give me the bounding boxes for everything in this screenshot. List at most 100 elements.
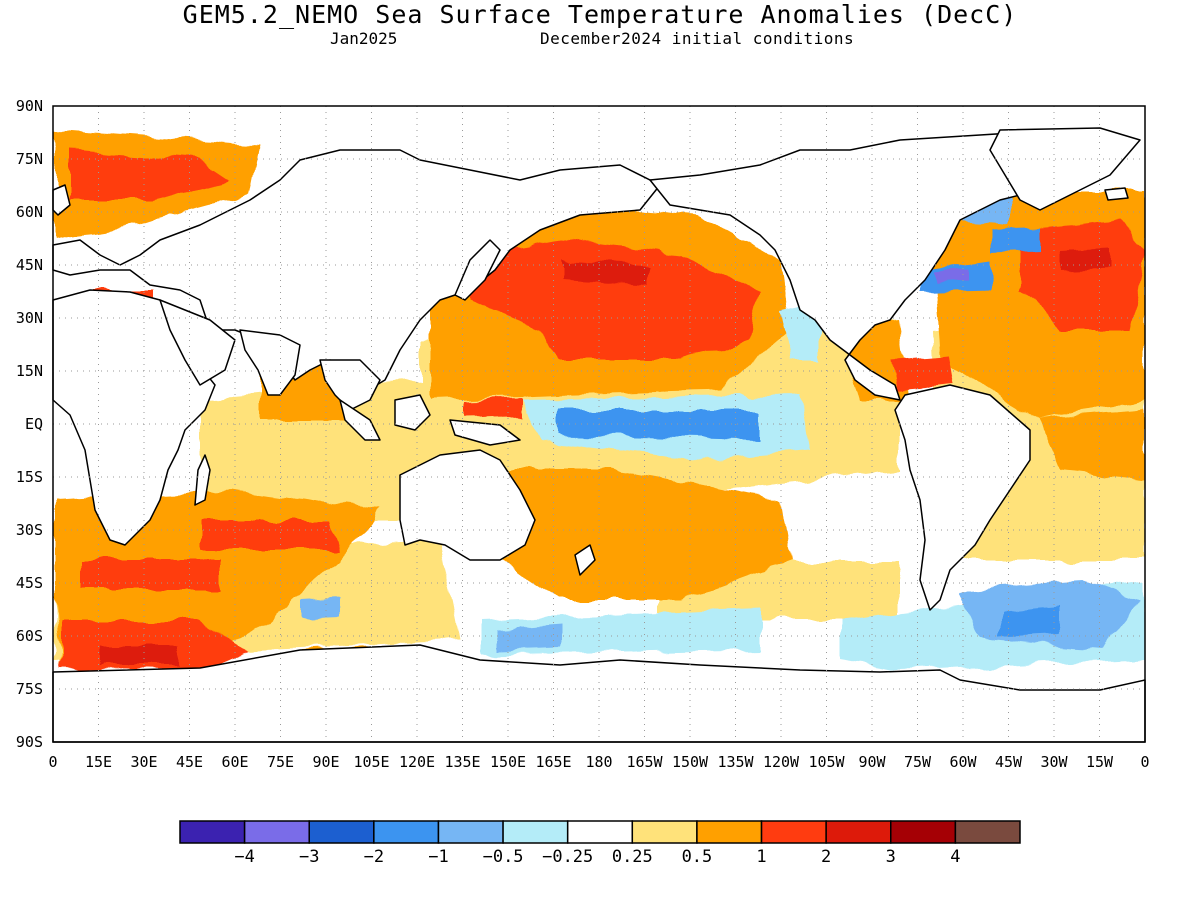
- lat-label: 90S: [16, 733, 43, 751]
- anomaly-region: [100, 645, 180, 665]
- map-frame: [52, 105, 1146, 743]
- colorbar-swatch: [760, 820, 827, 844]
- colorbar-label: −3: [299, 847, 319, 867]
- lat-label: 30N: [16, 309, 43, 327]
- lon-label: 30W: [1040, 753, 1068, 771]
- lon-label: 60W: [949, 753, 977, 771]
- colorbar-label: −2: [364, 847, 384, 867]
- map-grid: [53, 106, 1145, 742]
- lon-label: 150E: [490, 753, 526, 771]
- lat-label: 30S: [16, 521, 43, 539]
- land-indochina: [319, 359, 381, 411]
- lon-label: 180: [585, 753, 612, 771]
- anomaly-region: [80, 560, 220, 590]
- land-new-zealand: [574, 544, 596, 576]
- lat-label: 15N: [16, 362, 43, 380]
- anomaly-region: [935, 268, 970, 284]
- land-borneo: [394, 394, 431, 431]
- land-australia: [399, 449, 536, 561]
- lat-label: 45S: [16, 574, 43, 592]
- lon-label: 0: [48, 753, 57, 771]
- colorbar-swatch: [825, 820, 892, 844]
- colorbar-swatch: [890, 820, 957, 844]
- lon-label: 120W: [763, 753, 800, 771]
- chart-subtitle-month: Jan2025: [330, 29, 398, 48]
- anomaly-region: [560, 260, 650, 285]
- colorbar-label: 3: [886, 847, 896, 867]
- lon-label: 90E: [312, 753, 339, 771]
- anomaly-region: [1040, 410, 1145, 480]
- land-japan: [454, 239, 501, 301]
- colorbar-swatch: [954, 820, 1021, 844]
- colorbar-label: 4: [950, 847, 960, 867]
- lat-label: 60S: [16, 627, 43, 645]
- lat-axis: 90N 75N 60N 45N 30N 15N EQ 15S 30S 45S 6…: [16, 97, 43, 751]
- colorbar-label: −1: [428, 847, 448, 867]
- anomaly-region: [500, 470, 790, 600]
- lat-label: 15S: [16, 468, 43, 486]
- anomaly-region: [465, 398, 520, 417]
- chart-subtitle-init: December2024 initial conditions: [540, 29, 855, 48]
- chart-title: GEM5.2_NEMO Sea Surface Temperature Anom…: [182, 0, 1018, 29]
- lon-label: 15W: [1086, 753, 1114, 771]
- lon-label: 45W: [995, 753, 1023, 771]
- land-arabia: [159, 299, 236, 386]
- lon-label: 105W: [808, 753, 845, 771]
- lat-label: 60N: [16, 203, 43, 221]
- anomaly-region: [560, 410, 760, 440]
- anomaly-region: [470, 240, 760, 360]
- anomaly-region: [300, 598, 340, 617]
- colorbar-swatch: [437, 820, 504, 844]
- colorbar-swatch: [631, 820, 698, 844]
- lon-label: 105E: [353, 753, 389, 771]
- anomaly-region: [990, 228, 1040, 252]
- lon-label: 30E: [130, 753, 157, 771]
- land-madagascar: [194, 454, 211, 506]
- land-sumatra: [339, 399, 381, 441]
- lon-label: 75E: [267, 753, 294, 771]
- colorbar-label: −0.25: [542, 847, 593, 867]
- lon-label: 135E: [444, 753, 480, 771]
- colorbar-label: 0.25: [612, 847, 653, 867]
- lon-axis: 0 15E 30E 45E 60E 75E 90E 105E 120E 135E…: [48, 753, 1149, 771]
- lat-label: 90N: [16, 97, 43, 115]
- colorbar-label: −0.5: [483, 847, 524, 867]
- lon-label: 15E: [85, 753, 112, 771]
- lat-label: 75N: [16, 150, 43, 168]
- colorbar-label: 2: [821, 847, 831, 867]
- lon-label: 75W: [904, 753, 932, 771]
- colorbar-swatch: [308, 820, 375, 844]
- land-iceland: [1104, 187, 1129, 201]
- lon-label: 90W: [858, 753, 886, 771]
- lat-label: 75S: [16, 680, 43, 698]
- lon-label: 0: [1140, 753, 1149, 771]
- colorbar-swatch: [696, 820, 763, 844]
- lat-label: EQ: [25, 415, 43, 433]
- colorbar-swatch: [373, 820, 440, 844]
- lon-label: 165W: [626, 753, 663, 771]
- lon-label: 120E: [399, 753, 435, 771]
- land-india: [239, 329, 301, 396]
- colorbar-swatch: [566, 820, 634, 844]
- lon-label: 60E: [221, 753, 248, 771]
- land-greenland: [989, 127, 1141, 211]
- colorbar-swatch: [243, 820, 310, 844]
- anomaly-region: [70, 150, 230, 200]
- lon-label: 150W: [672, 753, 709, 771]
- anomaly-region: [1020, 220, 1145, 330]
- anomaly-region: [200, 520, 340, 550]
- colorbar-swatch: [502, 820, 569, 844]
- anomaly-region: [500, 625, 560, 650]
- colorbar-label: 1: [756, 847, 766, 867]
- colorbar: −4 −3 −2 −1 −0.5 −0.25 0.25 0.5 1 2 3 4: [179, 820, 1021, 867]
- anomaly-region: [890, 355, 955, 390]
- lon-label: 135W: [717, 753, 754, 771]
- lon-label: 165E: [535, 753, 571, 771]
- colorbar-swatch: [179, 820, 246, 844]
- land-eurasia: [52, 149, 661, 396]
- colorbar-label: 0.5: [682, 847, 713, 867]
- anomaly-region: [1000, 605, 1060, 638]
- lat-label: 45N: [16, 256, 43, 274]
- anomaly-region: [200, 380, 430, 520]
